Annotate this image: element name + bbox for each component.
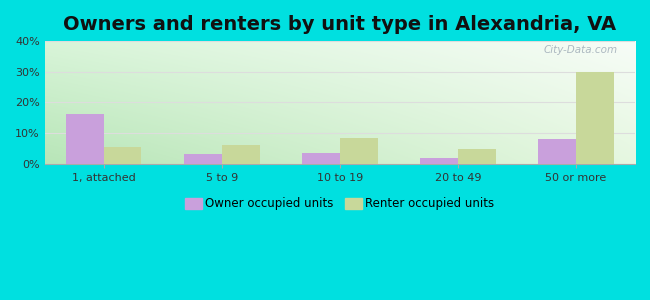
Bar	[66, 114, 103, 164]
Bar	[538, 139, 576, 164]
Title: Owners and renters by unit type in Alexandria, VA: Owners and renters by unit type in Alexa…	[63, 15, 616, 34]
Bar	[184, 154, 222, 164]
Bar	[103, 147, 142, 164]
Bar	[458, 148, 496, 164]
Bar	[576, 72, 614, 164]
Bar	[420, 158, 458, 164]
Bar	[222, 145, 259, 164]
Text: City-Data.com: City-Data.com	[543, 45, 618, 55]
Bar	[302, 153, 340, 164]
Bar	[340, 138, 378, 164]
Legend: Owner occupied units, Renter occupied units: Owner occupied units, Renter occupied un…	[185, 196, 495, 209]
